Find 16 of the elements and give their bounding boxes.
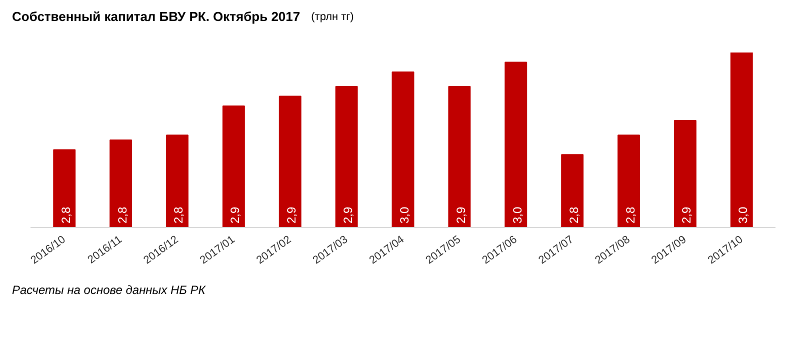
data-label: 2,9 (680, 206, 694, 224)
data-label: 2,9 (284, 206, 299, 224)
text: Расчеты на основе данных НБ РК (12, 282, 206, 299)
data-label: 3,0 (398, 206, 412, 224)
data-label: 2,8 (623, 206, 638, 224)
data-label: 2,8 (58, 206, 73, 224)
chart-title: Собственный капитал БВУ РК. Октябрь 2017 (12, 8, 300, 26)
data-label: 2,9 (454, 206, 468, 224)
data-label: 2,9 (228, 206, 242, 224)
data-label: 3,0 (510, 206, 524, 224)
data-label: 2,8 (172, 206, 186, 224)
chart-subtitle: (трлн тг) (311, 10, 354, 25)
data-label: 2,8 (566, 206, 581, 224)
data-label: 2,9 (341, 206, 356, 224)
data-label: 2,8 (115, 206, 130, 224)
data-label: 3,0 (736, 206, 750, 224)
